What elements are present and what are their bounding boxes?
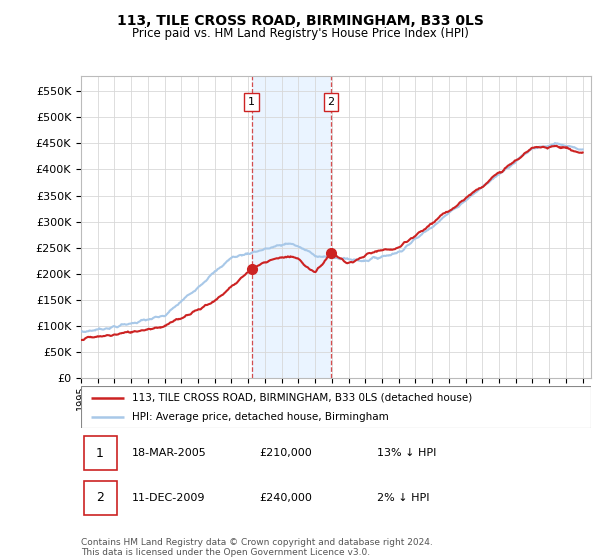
Text: 2% ↓ HPI: 2% ↓ HPI xyxy=(377,493,430,503)
Text: 2: 2 xyxy=(328,97,335,106)
Text: 2: 2 xyxy=(96,491,104,505)
Text: 1: 1 xyxy=(248,97,255,106)
Text: 18-MAR-2005: 18-MAR-2005 xyxy=(132,448,207,458)
Bar xyxy=(83,481,116,515)
Text: HPI: Average price, detached house, Birmingham: HPI: Average price, detached house, Birm… xyxy=(132,412,389,422)
Text: Price paid vs. HM Land Registry's House Price Index (HPI): Price paid vs. HM Land Registry's House … xyxy=(131,27,469,40)
Text: Contains HM Land Registry data © Crown copyright and database right 2024.
This d: Contains HM Land Registry data © Crown c… xyxy=(81,538,433,557)
Text: 13% ↓ HPI: 13% ↓ HPI xyxy=(377,448,436,458)
Text: 11-DEC-2009: 11-DEC-2009 xyxy=(132,493,205,503)
Text: 113, TILE CROSS ROAD, BIRMINGHAM, B33 0LS (detached house): 113, TILE CROSS ROAD, BIRMINGHAM, B33 0L… xyxy=(132,393,472,403)
Bar xyxy=(83,436,116,470)
Text: 113, TILE CROSS ROAD, BIRMINGHAM, B33 0LS: 113, TILE CROSS ROAD, BIRMINGHAM, B33 0L… xyxy=(116,14,484,28)
Text: £210,000: £210,000 xyxy=(260,448,312,458)
Text: 1: 1 xyxy=(96,446,104,460)
Bar xyxy=(252,76,331,378)
Text: £240,000: £240,000 xyxy=(260,493,313,503)
